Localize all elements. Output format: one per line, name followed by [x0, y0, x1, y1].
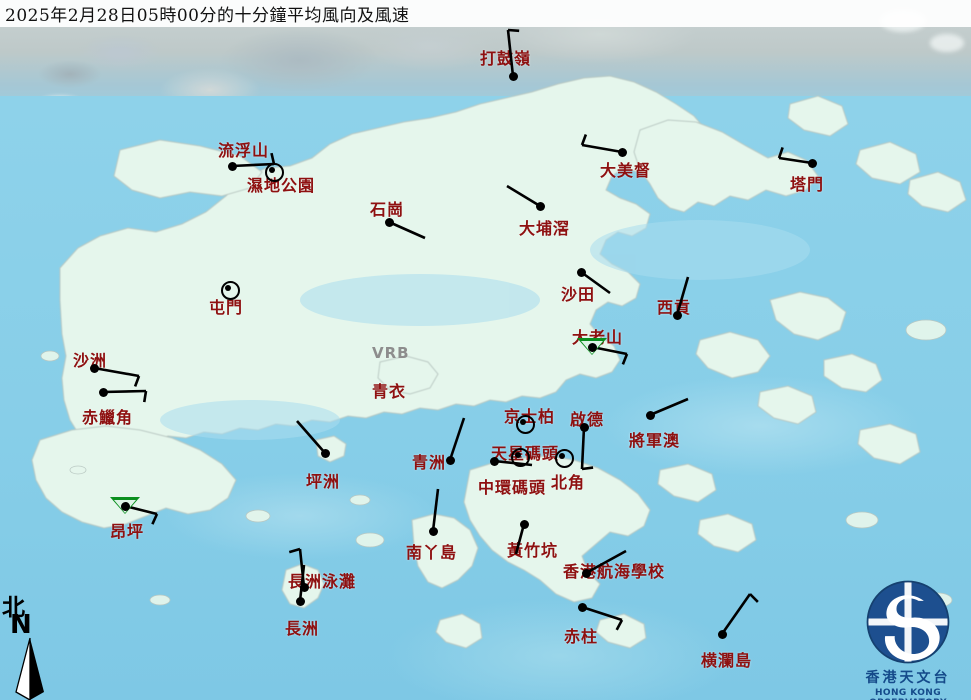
calm-wind-icon: [220, 280, 240, 300]
station-dot: [320, 448, 330, 458]
station-dot: [384, 217, 394, 227]
station-label: 青衣: [372, 382, 407, 401]
station-label: 石崗: [370, 200, 405, 219]
title-bar: 2025年2月28日05時00分的十分鐘平均風向及風速: [0, 0, 971, 27]
station-label: 中環碼頭: [478, 478, 547, 497]
station-dot: [519, 519, 529, 529]
station-label: 坪洲: [306, 472, 341, 491]
station-dot: [577, 602, 587, 612]
page-title: 2025年2月28日05時00分的十分鐘平均風向及風速: [5, 6, 410, 26]
station-label: 横瀾島: [701, 651, 753, 670]
station-dot: [587, 342, 597, 352]
station-label: 北角: [551, 473, 586, 492]
station-label: 黃竹坑: [507, 541, 559, 560]
hko-emblem-icon: [866, 580, 950, 664]
station-dot: [576, 267, 586, 277]
station-label: 將軍澳: [629, 431, 681, 450]
calm-wind-icon: [515, 414, 535, 434]
station-dot: [299, 582, 309, 592]
station-label: 濕地公園: [247, 176, 316, 195]
station-dot: [807, 158, 817, 168]
station-dot: [672, 310, 682, 320]
variable-wind-label: VRB: [372, 344, 410, 362]
station-dot: [579, 422, 589, 432]
hko-logo: 香港天文台 HONG KONG OBSERVATORY: [848, 578, 968, 700]
station-label: 香港航海學校: [563, 562, 666, 581]
station-label: 赤鱲角: [82, 408, 134, 427]
station-dot: [508, 71, 518, 81]
calm-wind-icon: [554, 448, 574, 468]
station-dot: [581, 568, 591, 578]
station-dot: [617, 147, 627, 157]
station-dot: [89, 363, 99, 373]
station-label: 大美督: [600, 161, 652, 180]
logo-name-cn: 香港天文台: [865, 670, 951, 686]
station-label: 沙田: [561, 285, 596, 304]
station-dot: [535, 201, 545, 211]
station-dot: [428, 526, 438, 536]
calm-wind-icon: [264, 162, 284, 182]
station-dot: [98, 387, 108, 397]
station-label: 流浮山: [218, 141, 270, 160]
station-label: 屯門: [209, 298, 244, 317]
station-dot: [717, 629, 727, 639]
north-arrow: 北 N: [2, 588, 62, 700]
station-label: 青洲: [412, 453, 447, 472]
north-label-cn: 北: [2, 594, 25, 621]
station-dot: [489, 456, 499, 466]
station-dot: [227, 161, 237, 171]
station-dot: [645, 410, 655, 420]
station-label: 塔門: [790, 175, 825, 194]
north-label-en: N: [10, 610, 32, 640]
station-label: 南丫島: [406, 543, 458, 562]
station-label: 大埔滘: [519, 219, 571, 238]
station-label: 赤柱: [564, 627, 599, 646]
station-dot: [445, 455, 455, 465]
station-label: 啟德: [570, 410, 605, 429]
logo-name-en: HONG KONG OBSERVATORY: [869, 688, 946, 700]
station-dot: [120, 501, 130, 511]
station-label: 昂坪: [110, 522, 145, 541]
station-label: 長洲泳灘: [288, 572, 357, 591]
station-label: 打鼓嶺: [480, 49, 532, 68]
station-dot: [295, 596, 305, 606]
compass-needle-icon: [15, 637, 44, 700]
station-label: 長洲: [285, 619, 320, 638]
calm-wind-icon: [510, 447, 530, 467]
